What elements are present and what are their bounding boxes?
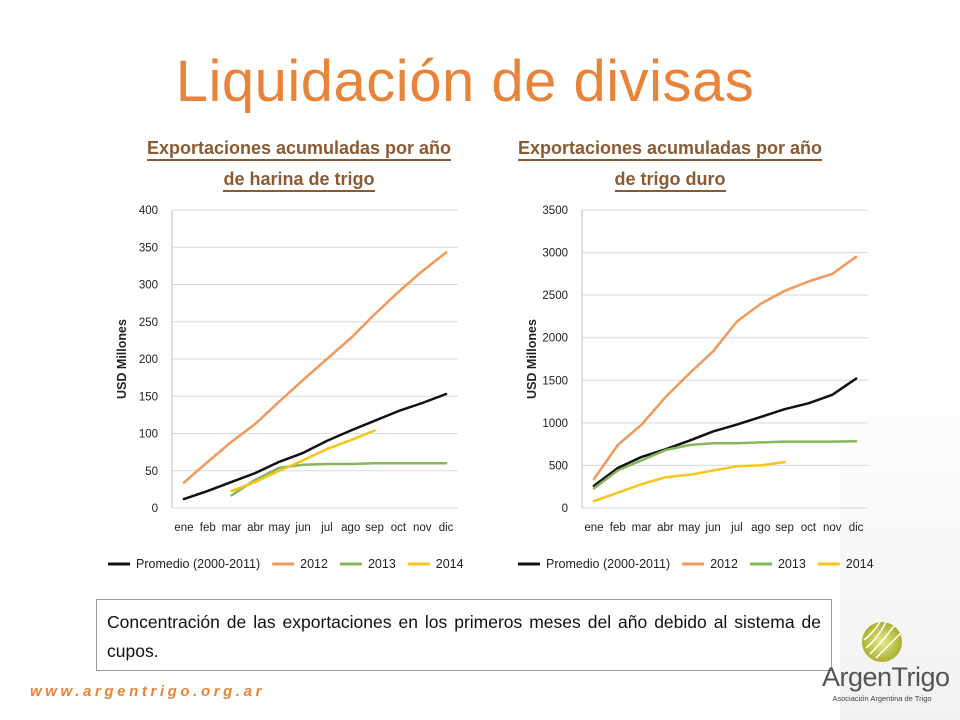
chart-2-series-line-2 xyxy=(592,439,858,490)
note-box: Concentración de las exportaciones en lo… xyxy=(96,599,832,671)
chart-2-xtick-label: sep xyxy=(775,522,794,534)
chart-1-series-line-3 xyxy=(230,429,376,493)
chart-1-title-line1: Exportaciones acumuladas por año xyxy=(146,137,452,161)
chart-1-xtick-label: dic xyxy=(439,522,454,534)
chart-2-heading: Exportaciones acumuladas por año de trig… xyxy=(505,133,835,195)
chart-2-ytick-label: 1000 xyxy=(542,418,568,430)
chart-2-xtick-label: abr xyxy=(657,522,674,534)
chart-1-ytick-label: 350 xyxy=(139,242,158,254)
chart-2-xtick-label: feb xyxy=(610,522,626,534)
wheat-sun-icon xyxy=(862,621,902,662)
chart-1: 0 50 100 150 200 250 300 350 400 ene feb mar abr may j… xyxy=(100,195,470,585)
chart-1-xtick-label: jun xyxy=(294,522,310,534)
chart-2-ytick-label: 2500 xyxy=(542,290,568,302)
chart-1-xtick-label: abr xyxy=(247,522,264,534)
chart-1-series-line-0 xyxy=(182,392,448,501)
chart-1-heading: Exportaciones acumuladas por año de hari… xyxy=(134,133,464,195)
chart-2-xtick-label: oct xyxy=(801,522,817,534)
chart-1-legend-label: 2013 xyxy=(368,557,396,571)
chart-2-legend-label: Promedio (2000-2011) xyxy=(546,557,670,571)
chart-1-xtick-label: mar xyxy=(222,522,242,534)
chart-2-svg: 0 500 1000 1500 2000 2500 3000 3500 ene feb mar abr… xyxy=(518,205,874,571)
chart-2-ytick-label: 3000 xyxy=(542,248,568,260)
chart-1-ytick-label: 50 xyxy=(145,466,158,478)
chart-1-xtick-label: may xyxy=(268,522,290,534)
logo-name: ArgenTrigo xyxy=(822,662,950,692)
chart-1-legend-label: 2014 xyxy=(436,557,464,571)
chart-1-xtick-label: ago xyxy=(341,522,360,534)
chart-2-legend-label: 2013 xyxy=(778,557,806,571)
chart-1-ytick-label: 200 xyxy=(139,354,158,366)
chart-1-xtick-label: sep xyxy=(365,522,384,534)
chart-2-series-line-3 xyxy=(592,460,786,503)
chart-2-xtick-label: ago xyxy=(751,522,770,534)
note-text: Concentración de las exportaciones en lo… xyxy=(107,612,821,661)
chart-1-ytick-label: 300 xyxy=(139,280,158,292)
logo-subtitle: Asociación Argentina de Trigo xyxy=(832,694,932,703)
chart-1-series-line-1 xyxy=(182,251,448,484)
chart-1-xtick-label: feb xyxy=(200,522,216,534)
chart-2-ytick-label: 1500 xyxy=(542,375,568,387)
chart-2-ytick-label: 2000 xyxy=(542,333,568,345)
website-url[interactable]: www.argentrigo.org.ar xyxy=(30,683,266,700)
chart-2-legend-label: 2014 xyxy=(846,557,874,571)
chart-2-ytick-label: 3500 xyxy=(542,205,568,217)
chart-2-ytick-label: 500 xyxy=(549,460,568,472)
chart-2-xtick-label: dic xyxy=(849,522,864,534)
chart-2-xtick-label: nov xyxy=(823,522,842,534)
chart-1-ytick-label: 400 xyxy=(139,205,158,217)
chart-1-legend-label: Promedio (2000-2011) xyxy=(136,557,260,571)
chart-2-xtick-label: jul xyxy=(730,522,743,534)
chart-2-series-line-1 xyxy=(592,255,858,481)
chart-2-legend-label: 2012 xyxy=(710,557,738,571)
chart-2: 0 500 1000 1500 2000 2500 3000 3500 ene feb mar abr… xyxy=(510,195,880,585)
chart-2-title-line2: de trigo duro xyxy=(614,168,726,192)
chart-1-ytick-label: 250 xyxy=(139,317,158,329)
chart-1-y-axis-label: USD Millones xyxy=(115,319,129,399)
chart-2-xtick-label: mar xyxy=(632,522,652,534)
chart-2-ytick-label: 0 xyxy=(562,503,568,515)
chart-1-xtick-label: ene xyxy=(174,522,193,534)
slide-title: Liquidación de divisas xyxy=(175,49,755,114)
chart-2-y-axis-label: USD Millones xyxy=(525,319,539,399)
chart-2-series-line-0 xyxy=(592,377,858,488)
chart-1-series-line-2 xyxy=(230,462,448,497)
chart-2-xtick-label: may xyxy=(678,522,700,534)
argentrigo-logo: ArgenTrigo Asociación Argentina de Trigo xyxy=(822,618,950,718)
chart-2-title-line1: Exportaciones acumuladas por año xyxy=(517,137,823,161)
background-decoration xyxy=(840,360,960,720)
chart-1-xtick-label: jul xyxy=(320,522,333,534)
chart-2-xtick-label: jun xyxy=(704,522,720,534)
chart-1-title-line2: de harina de trigo xyxy=(223,168,375,192)
chart-1-xtick-label: oct xyxy=(391,522,407,534)
chart-2-xtick-label: ene xyxy=(584,522,603,534)
chart-1-legend-label: 2012 xyxy=(300,557,328,571)
chart-1-ytick-label: 150 xyxy=(139,391,158,403)
chart-1-xtick-label: nov xyxy=(413,522,432,534)
chart-1-ytick-label: 100 xyxy=(139,429,158,441)
chart-1-ytick-label: 0 xyxy=(152,503,158,515)
